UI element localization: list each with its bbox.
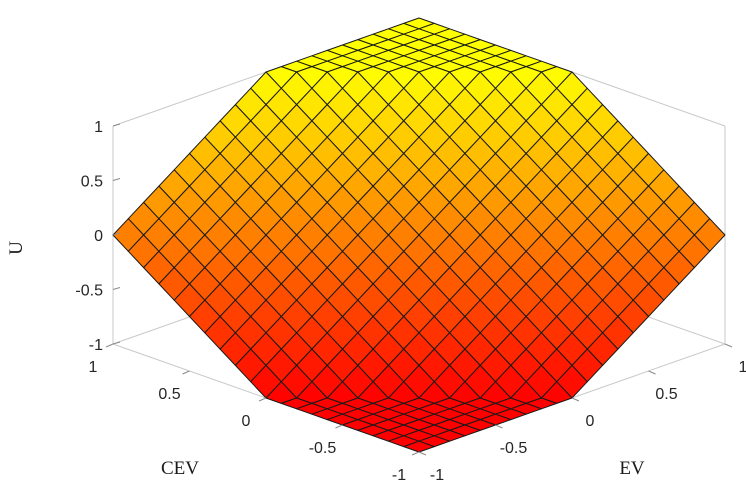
x-tick-label: 1 [739,359,746,376]
y-tick-label: 1 [89,359,98,376]
z-tick-label: 1 [94,119,103,136]
z-tick-mark [112,287,121,290]
z-tick-label: -1 [89,337,103,354]
y-tick-mark [182,370,190,375]
x-tick-label: 0 [586,413,595,430]
surface-mesh [112,17,726,453]
y-tick-label: 0.5 [158,386,180,403]
x-tick-mark [571,397,580,402]
z-tick-mark [112,232,121,236]
x-tick-mark [495,424,503,429]
x-tick-mark [418,451,427,456]
y-tick-label: -0.5 [309,440,337,457]
z-tick-mark [112,341,121,345]
z-tick-mark [112,123,121,127]
x-tick-mark [724,343,733,348]
y-tick-mark [258,397,267,402]
z-tick-label: 0.5 [81,174,103,191]
y-tick-label: 0 [242,413,251,430]
z-tick-label: -0.5 [75,283,103,300]
z-tick-label: 0 [94,228,103,245]
y-axis-title: CEV [161,458,199,479]
z-axis-title: U [6,241,27,255]
y-tick-label: -1 [392,467,406,484]
surface-patch [403,440,435,453]
x-tick-mark [648,370,656,375]
x-axis-title: EV [619,458,645,479]
y-tick-mark [335,424,343,429]
axis-ticks: -1 -0.5 0 0.5 1 -1 -0.5 0 0.5 1 -1 -0.5 0 0.5 1 [75,119,746,484]
x-tick-label: -1 [430,467,444,484]
y-tick-mark [105,343,114,348]
z-tick-mark [112,178,121,181]
x-tick-label: -0.5 [500,440,528,457]
y-tick-mark [411,451,420,456]
x-tick-label: 0.5 [655,386,677,403]
